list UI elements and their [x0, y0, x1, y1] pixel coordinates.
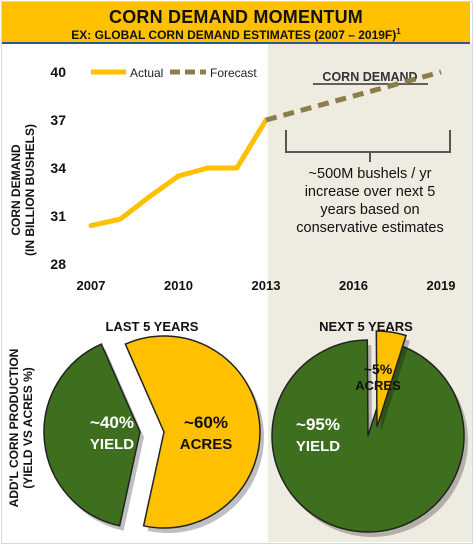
pie-side-label: ADD'L CORN PRODUCTION	[7, 349, 21, 508]
y-tick-label: 31	[50, 208, 66, 224]
x-tick-labels: 2007 2010 2013 2016 2019	[77, 278, 456, 293]
y-axis-label-unit: (IN BILLION BUSHELS)	[23, 124, 37, 256]
y-tick-label: 28	[50, 256, 66, 272]
x-tick-label: 2007	[77, 278, 106, 293]
pie-slice-value: ~95%	[296, 415, 340, 434]
callout-bracket	[285, 130, 451, 162]
pie-title: NEXT 5 YEARS	[319, 319, 413, 334]
pie-slice-label: YIELD	[90, 436, 134, 453]
y-axis-label: CORN DEMAND	[9, 144, 23, 236]
callout-line: years based on	[320, 202, 419, 218]
pie-slice-value: ~5%	[364, 361, 393, 377]
callout-text: ~500M bushels / yr increase over next 5 ye…	[296, 166, 443, 236]
pie-side-label-unit: (YIELD VS ACRES %)	[21, 367, 35, 489]
pie-slice-label: YIELD	[296, 438, 340, 455]
subtitle-text: EX: GLOBAL CORN DEMAND ESTIMATES (2007 –…	[71, 28, 397, 42]
footnote-marker: 1	[396, 27, 401, 36]
pie-charts: LAST 5 YEARS ~40% YIELD ~60% ACRES NEXT 5 YEA…	[43, 319, 469, 537]
pie-slice-acres	[375, 330, 407, 428]
page-subtitle: EX: GLOBAL CORN DEMAND ESTIMATES (2007 –…	[2, 27, 470, 42]
y-tick-label: 40	[50, 64, 66, 80]
pie-title: LAST 5 YEARS	[106, 319, 199, 334]
callout-line: increase over next 5	[305, 184, 436, 200]
series-lines	[88, 69, 442, 229]
legend-label-actual: Actual	[130, 66, 163, 80]
legend: Actual Forecast	[91, 66, 257, 80]
pie-slice-acres	[124, 335, 261, 529]
pie-slice-value: ~60%	[184, 413, 228, 432]
y-tick-labels: 28 31 34 37 40	[50, 64, 66, 272]
pie-slice-yield	[271, 339, 465, 533]
header-banner: CORN DEMAND MOMENTUM EX: GLOBAL CORN DEM…	[2, 2, 470, 44]
x-tick-label: 2016	[339, 278, 368, 293]
callout-line: ~500M bushels / yr	[309, 166, 432, 182]
x-tick-label: 2019	[427, 278, 456, 293]
pie-slice-label: ACRES	[180, 436, 233, 453]
legend-label-forecast: Forecast	[210, 66, 257, 80]
region-title: CORN DEMAND	[322, 70, 417, 84]
series-line-actual	[88, 117, 269, 229]
y-tick-label: 37	[50, 112, 66, 128]
pie-slice-value: ~40%	[90, 413, 134, 432]
series-line-forecast	[265, 69, 442, 123]
pie-slice-label: ACRES	[355, 378, 401, 393]
y-tick-label: 34	[50, 160, 66, 176]
pie-slice-yield	[43, 343, 141, 527]
page-title: CORN DEMAND MOMENTUM	[109, 7, 363, 27]
x-tick-label: 2010	[164, 278, 193, 293]
callout-line: conservative estimates	[296, 220, 443, 236]
x-tick-label: 2013	[252, 278, 281, 293]
